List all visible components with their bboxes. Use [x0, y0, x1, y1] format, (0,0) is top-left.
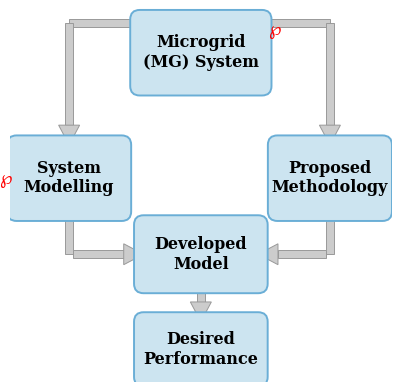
- Polygon shape: [262, 19, 330, 28]
- Polygon shape: [320, 125, 340, 145]
- Polygon shape: [65, 23, 73, 125]
- Text: Developed
Model: Developed Model: [154, 236, 247, 273]
- Text: ℘: ℘: [0, 170, 12, 188]
- FancyBboxPatch shape: [134, 312, 268, 383]
- Text: Microgrid
(MG) System: Microgrid (MG) System: [143, 34, 259, 71]
- Polygon shape: [258, 244, 278, 265]
- Polygon shape: [59, 125, 80, 145]
- Polygon shape: [69, 19, 140, 28]
- Polygon shape: [190, 302, 211, 322]
- Text: ℘: ℘: [268, 21, 280, 39]
- Polygon shape: [196, 284, 205, 302]
- FancyBboxPatch shape: [7, 136, 131, 221]
- Polygon shape: [65, 211, 73, 254]
- Polygon shape: [73, 250, 124, 259]
- Polygon shape: [326, 211, 334, 254]
- Text: Desired
Performance: Desired Performance: [144, 331, 258, 368]
- FancyBboxPatch shape: [130, 10, 271, 95]
- Polygon shape: [326, 23, 334, 125]
- Polygon shape: [278, 250, 326, 259]
- Text: Proposed
Methodology: Proposed Methodology: [272, 160, 388, 196]
- FancyBboxPatch shape: [268, 136, 392, 221]
- Text: System
Modelling: System Modelling: [24, 160, 114, 196]
- Polygon shape: [124, 244, 144, 265]
- FancyBboxPatch shape: [134, 215, 268, 293]
